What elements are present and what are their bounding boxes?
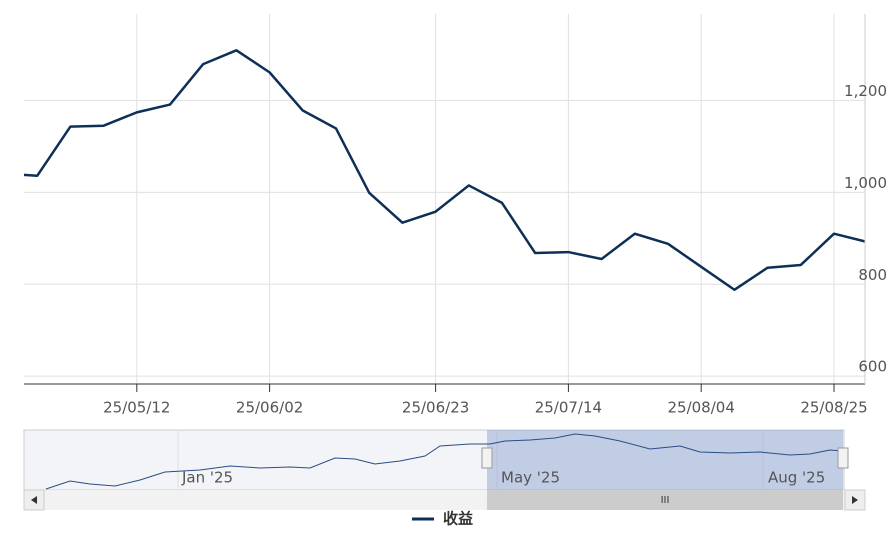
navigator-label: Aug '25 xyxy=(768,469,825,487)
navigator-bg xyxy=(23,429,845,491)
series-line xyxy=(24,49,865,292)
navigator-line xyxy=(45,433,844,490)
x-tick-label: 25/08/25 xyxy=(800,399,867,417)
scrollbar-grip: III xyxy=(661,495,670,506)
arrow xyxy=(852,496,858,504)
y-tick-label: 600 xyxy=(858,358,887,376)
scrollbar-thumb[interactable] xyxy=(487,490,843,510)
legend-label[interactable]: 收益 xyxy=(443,510,473,528)
navigator: Jan '25 May '25 Aug '25 III xyxy=(23,429,866,511)
x-tick-label: 25/08/04 xyxy=(668,399,735,417)
x-tick-label: 25/05/12 xyxy=(103,399,170,417)
arrow xyxy=(31,496,37,504)
y-tick-label: 1,000 xyxy=(844,174,887,192)
navigator-mask[interactable] xyxy=(487,430,843,490)
y-tick-label: 800 xyxy=(858,266,887,284)
navigator-label: Jan '25 xyxy=(181,469,233,487)
navigator-handle[interactable] xyxy=(481,447,493,469)
x-tick-label: 25/06/23 xyxy=(402,399,469,417)
y-tick-label: 1,200 xyxy=(844,82,887,100)
x-tick-label: 25/07/14 xyxy=(535,399,602,417)
navigator-label: May '25 xyxy=(501,469,560,487)
x-tick-label: 25/06/02 xyxy=(236,399,303,417)
legend[interactable]: 收益 xyxy=(412,510,473,528)
navigator-handle[interactable] xyxy=(837,447,849,469)
